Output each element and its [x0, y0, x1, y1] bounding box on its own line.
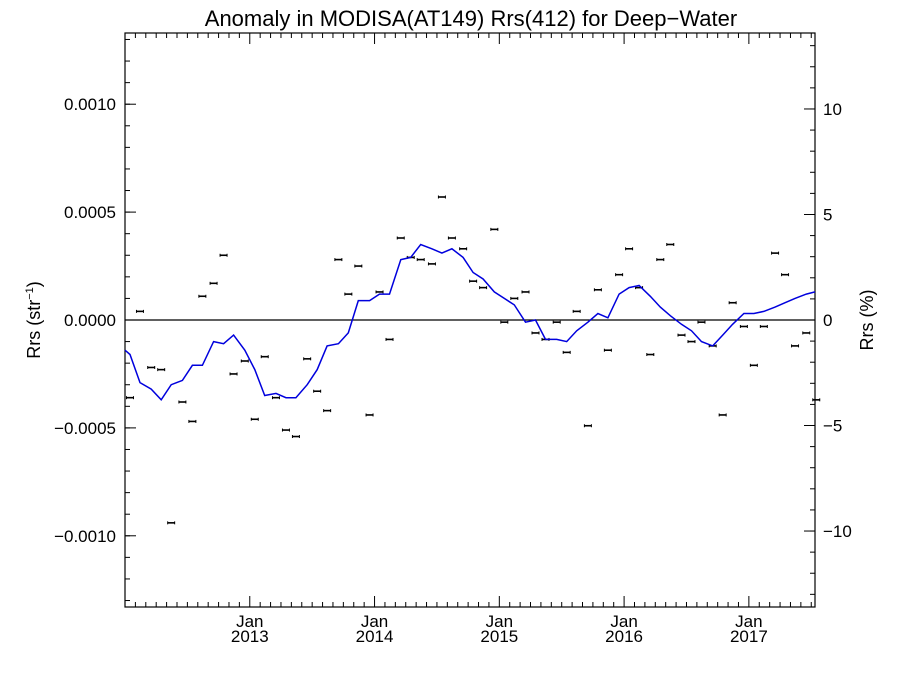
x-tick-year: 2014	[356, 627, 394, 646]
right-tick-label: −10	[823, 522, 852, 541]
data-point	[459, 247, 468, 251]
data-point	[603, 348, 612, 352]
data-point	[656, 258, 665, 262]
data-point	[229, 372, 238, 376]
data-point	[583, 424, 592, 428]
data-point	[260, 355, 269, 359]
data-point	[697, 320, 706, 324]
data-point	[240, 359, 249, 363]
x-tick-month: Jan	[486, 612, 513, 631]
data-point	[147, 365, 156, 369]
data-point	[572, 309, 581, 313]
data-point	[281, 428, 290, 432]
data-point	[303, 357, 312, 361]
data-point	[531, 331, 540, 335]
data-point	[178, 400, 187, 404]
data-point	[198, 294, 207, 298]
data-point	[510, 296, 519, 300]
data-point	[812, 398, 821, 402]
data-point	[469, 279, 478, 283]
data-point	[354, 264, 363, 268]
data-point	[666, 242, 675, 246]
right-tick-label: 5	[823, 205, 832, 224]
data-point	[125, 396, 134, 400]
right-tick-label: −5	[823, 417, 842, 436]
x-tick-month: Jan	[610, 612, 637, 631]
data-point	[157, 368, 166, 372]
left-tick-label: −0.0005	[54, 419, 116, 438]
left-tick-label: 0.0005	[64, 203, 116, 222]
data-point	[625, 247, 634, 251]
data-point	[416, 258, 425, 262]
x-tick-month: Jan	[735, 612, 762, 631]
left-tick-label: 0.0000	[64, 311, 116, 330]
data-point	[521, 290, 530, 294]
data-point	[739, 324, 748, 328]
data-point	[219, 253, 228, 257]
data-point	[749, 363, 758, 367]
data-point	[209, 281, 218, 285]
right-y-axis: 10 5 0 −5 −10	[804, 45, 852, 595]
left-tick-label: 0.0010	[64, 95, 116, 114]
data-point	[615, 273, 624, 277]
data-point	[802, 331, 811, 335]
data-point	[188, 419, 197, 423]
data-point	[500, 320, 509, 324]
x-tick-year: 2013	[231, 627, 269, 646]
data-point	[385, 337, 394, 341]
data-point	[427, 262, 436, 266]
data-point	[490, 227, 499, 231]
data-point	[552, 320, 561, 324]
data-point	[135, 309, 144, 313]
data-point	[791, 344, 800, 348]
x-tick-year: 2015	[480, 627, 518, 646]
left-y-axis: 0.0010 0.0005 0.0000 −0.0005 −0.0010	[54, 38, 136, 602]
data-point	[447, 236, 456, 240]
left-axis-label: Rrs (str−1)	[24, 281, 44, 359]
x-tick-year: 2016	[605, 627, 643, 646]
data-point	[375, 290, 384, 294]
left-tick-label: −0.0010	[54, 527, 116, 546]
running-mean-line	[124, 243, 816, 402]
data-point	[365, 413, 374, 417]
data-point	[291, 435, 300, 439]
data-point	[334, 258, 343, 262]
data-point	[781, 273, 790, 277]
data-point	[687, 340, 696, 344]
data-point	[313, 389, 322, 393]
data-point	[437, 195, 446, 199]
chart-title: Anomaly in MODISA(AT149) Rrs(412) for De…	[205, 6, 737, 31]
data-point	[562, 350, 571, 354]
data-point	[759, 324, 768, 328]
x-tick-month: Jan	[361, 612, 388, 631]
right-tick-label: 10	[823, 100, 842, 119]
data-point	[250, 417, 259, 421]
data-point	[479, 286, 488, 290]
anomaly-points	[125, 195, 821, 525]
data-point	[771, 251, 780, 255]
data-point	[323, 409, 332, 413]
data-point	[718, 413, 727, 417]
running-mean-path	[124, 243, 816, 402]
x-tick-month: Jan	[236, 612, 263, 631]
data-point	[396, 236, 405, 240]
data-point	[646, 353, 655, 357]
x-tick-year: 2017	[730, 627, 768, 646]
data-point	[593, 288, 602, 292]
data-point	[167, 521, 176, 525]
data-point	[344, 292, 353, 296]
right-tick-label: 0	[823, 311, 832, 330]
data-point	[677, 333, 686, 337]
data-point	[271, 396, 280, 400]
right-axis-label: Rrs (%)	[857, 290, 877, 351]
data-point	[728, 301, 737, 305]
